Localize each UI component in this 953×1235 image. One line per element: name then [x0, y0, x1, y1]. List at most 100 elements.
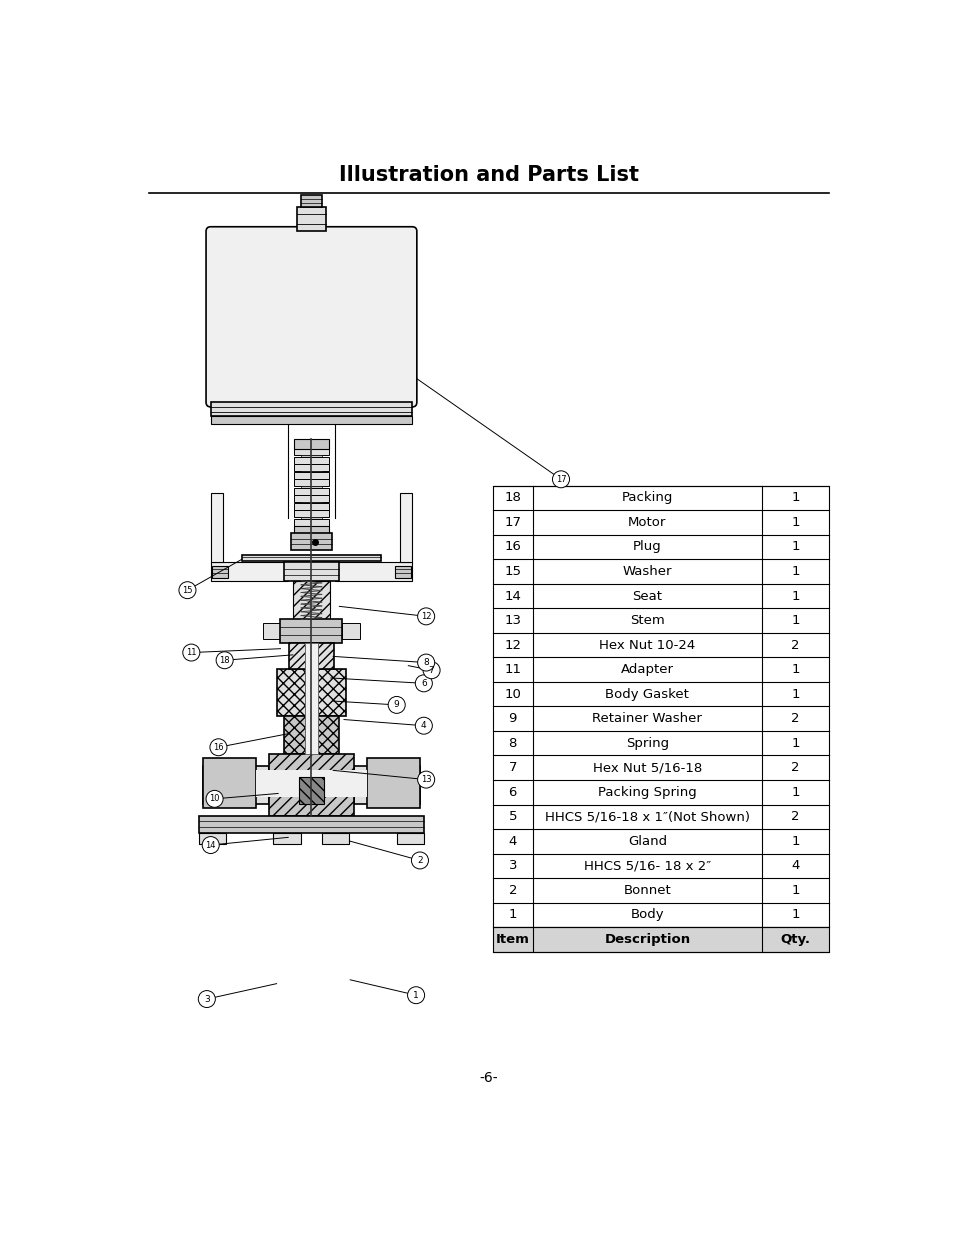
- Text: 18: 18: [219, 656, 230, 664]
- Text: 4: 4: [790, 860, 799, 872]
- Bar: [284, 716, 338, 755]
- Bar: [212, 566, 228, 578]
- Text: 15: 15: [182, 585, 193, 595]
- Bar: [296, 206, 326, 231]
- Text: 3: 3: [204, 994, 210, 1004]
- Bar: [492, 485, 828, 927]
- Bar: [294, 457, 328, 464]
- Text: 4: 4: [420, 721, 426, 730]
- Circle shape: [415, 718, 432, 734]
- Text: 2: 2: [790, 638, 799, 652]
- Text: 7: 7: [508, 761, 517, 774]
- Bar: [291, 534, 332, 550]
- Text: Body Gasket: Body Gasket: [605, 688, 689, 700]
- Circle shape: [198, 990, 215, 1008]
- Text: 13: 13: [504, 614, 520, 627]
- Bar: [335, 562, 412, 580]
- Bar: [211, 493, 223, 562]
- Bar: [211, 562, 288, 580]
- Circle shape: [422, 662, 439, 679]
- Text: 1: 1: [790, 884, 799, 897]
- FancyBboxPatch shape: [206, 227, 416, 406]
- Bar: [342, 624, 359, 638]
- Text: 1: 1: [790, 835, 799, 848]
- Bar: [263, 624, 280, 638]
- Bar: [300, 517, 322, 519]
- Text: Qty.: Qty.: [780, 932, 809, 946]
- Text: Packing Spring: Packing Spring: [598, 785, 696, 799]
- Text: 1: 1: [790, 614, 799, 627]
- Text: 1: 1: [508, 909, 517, 921]
- Circle shape: [417, 608, 435, 625]
- Text: HHCS 5/16- 18 x 2″: HHCS 5/16- 18 x 2″: [583, 860, 710, 872]
- Text: 17: 17: [555, 474, 566, 484]
- Text: 9: 9: [508, 713, 517, 725]
- Bar: [300, 456, 322, 457]
- Text: Motor: Motor: [627, 516, 666, 529]
- Bar: [396, 832, 423, 845]
- Bar: [255, 769, 367, 797]
- Bar: [294, 510, 328, 517]
- Text: Description: Description: [603, 932, 690, 946]
- Bar: [294, 519, 328, 526]
- Text: 7: 7: [428, 666, 434, 674]
- Bar: [280, 620, 342, 642]
- Bar: [199, 816, 423, 832]
- Bar: [305, 642, 317, 755]
- Text: 6: 6: [508, 785, 517, 799]
- Bar: [294, 495, 328, 501]
- Text: 1: 1: [790, 663, 799, 676]
- Bar: [294, 526, 328, 534]
- Bar: [300, 471, 322, 472]
- Bar: [492, 927, 828, 952]
- Text: 1: 1: [790, 492, 799, 504]
- Circle shape: [210, 739, 227, 756]
- Text: Hex Nut 5/16-18: Hex Nut 5/16-18: [592, 761, 701, 774]
- Text: 3: 3: [508, 860, 517, 872]
- Text: 1: 1: [790, 541, 799, 553]
- Bar: [294, 464, 328, 471]
- Text: 1: 1: [790, 785, 799, 799]
- Circle shape: [202, 836, 219, 853]
- Circle shape: [552, 471, 569, 488]
- Bar: [293, 580, 330, 620]
- Text: Hex Nut 10-24: Hex Nut 10-24: [598, 638, 695, 652]
- Bar: [274, 832, 300, 845]
- Circle shape: [411, 852, 428, 869]
- Bar: [269, 755, 354, 816]
- Text: 5: 5: [508, 810, 517, 824]
- Circle shape: [407, 987, 424, 1004]
- Text: 18: 18: [504, 492, 520, 504]
- Text: -6-: -6-: [479, 1071, 497, 1084]
- Bar: [294, 479, 328, 487]
- Text: Stem: Stem: [629, 614, 664, 627]
- Text: Seat: Seat: [632, 589, 661, 603]
- Text: 6: 6: [420, 679, 426, 688]
- Bar: [211, 416, 412, 424]
- Text: 1: 1: [790, 564, 799, 578]
- Circle shape: [216, 652, 233, 668]
- Bar: [298, 777, 323, 804]
- Text: Packing: Packing: [621, 492, 673, 504]
- Text: 2: 2: [416, 856, 422, 864]
- Circle shape: [388, 697, 405, 714]
- Text: 1: 1: [790, 589, 799, 603]
- Text: Spring: Spring: [625, 737, 668, 750]
- Text: 14: 14: [504, 589, 520, 603]
- Text: 9: 9: [394, 700, 399, 709]
- Text: Retainer Washer: Retainer Washer: [592, 713, 701, 725]
- Text: 1: 1: [790, 688, 799, 700]
- Bar: [395, 566, 410, 578]
- Text: 8: 8: [423, 658, 429, 667]
- Bar: [203, 766, 269, 804]
- Text: 12: 12: [420, 611, 431, 621]
- Bar: [300, 501, 322, 503]
- Bar: [300, 195, 322, 206]
- Bar: [322, 832, 349, 845]
- Text: 17: 17: [504, 516, 520, 529]
- Text: 4: 4: [508, 835, 517, 848]
- Circle shape: [415, 674, 432, 692]
- Text: 16: 16: [504, 541, 520, 553]
- Bar: [211, 403, 412, 416]
- Text: 14: 14: [205, 841, 215, 850]
